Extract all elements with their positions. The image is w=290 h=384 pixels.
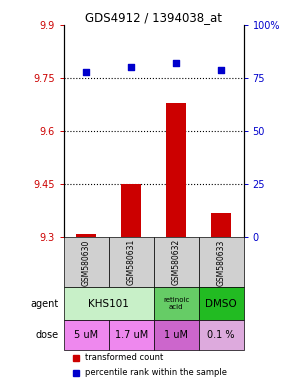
Text: dose: dose [35,330,58,340]
Point [129,65,134,71]
Text: 1 uM: 1 uM [164,330,188,340]
Point [219,66,224,73]
Bar [121,184,141,237]
Bar [166,103,186,237]
Bar [64,237,109,287]
Title: GDS4912 / 1394038_at: GDS4912 / 1394038_at [85,11,222,24]
Text: retinoic
acid: retinoic acid [163,297,189,310]
Bar [109,237,154,287]
Bar [154,287,199,320]
Text: KHS101: KHS101 [88,299,129,309]
Text: percentile rank within the sample: percentile rank within the sample [85,368,227,377]
Text: GSM580630: GSM580630 [82,239,91,285]
Text: DMSO: DMSO [205,299,237,309]
Text: transformed count: transformed count [85,353,164,362]
Bar [154,237,199,287]
Point [174,60,179,66]
Bar [64,287,154,320]
Bar [199,320,244,350]
Text: GSM580631: GSM580631 [127,239,136,285]
Text: GSM580632: GSM580632 [172,239,181,285]
Text: agent: agent [30,299,58,309]
Text: 0.1 %: 0.1 % [207,330,235,340]
Text: GSM580633: GSM580633 [217,239,226,285]
Text: 1.7 uM: 1.7 uM [115,330,148,340]
Bar [154,320,199,350]
Text: 5 uM: 5 uM [74,330,98,340]
Bar [199,237,244,287]
Bar [76,234,96,237]
Point [84,69,89,75]
Bar [199,287,244,320]
Bar [211,213,231,237]
Bar [64,320,109,350]
Bar [109,320,154,350]
